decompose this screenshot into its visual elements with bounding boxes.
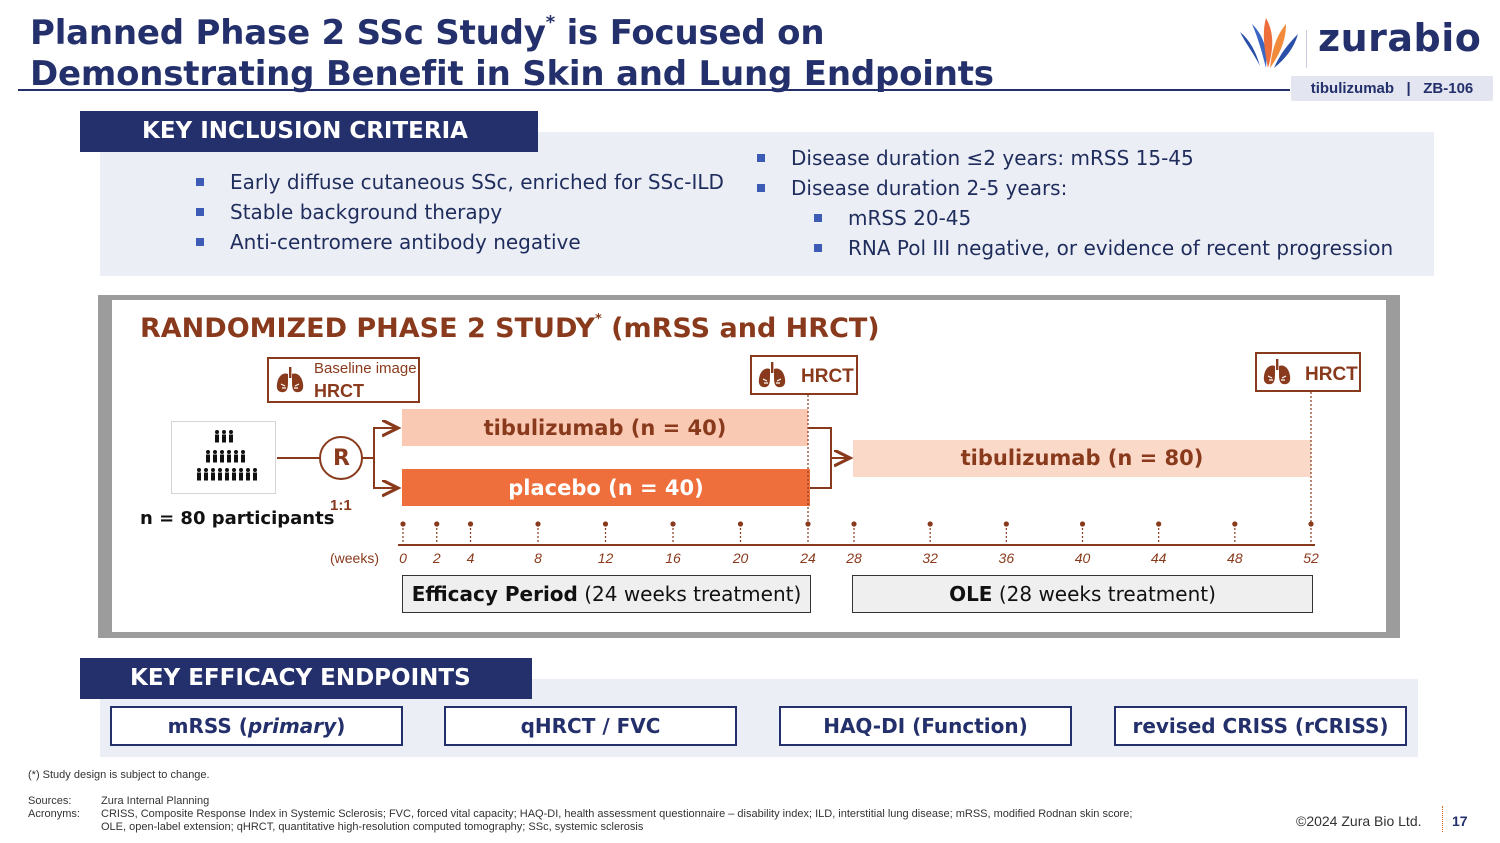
inclusion-item: Stable background therapy [195,200,503,224]
endpoint-rcriss: revised CRISS (rCRISS) [1114,706,1407,746]
weeks-axis-label: (weeks) [330,550,380,566]
week-tick-label: 24 [800,550,816,566]
acronyms-text-line1: CRISS, Composite Response Index in Syste… [101,808,1133,820]
baseline-hrct-label: HRCT [314,381,364,401]
people-group-icon [197,430,257,481]
week24-hrct-label: HRCT [801,366,854,387]
logo-wordmark: zurabio [1318,16,1482,60]
week-tick-dot [400,521,406,527]
week-tick-label: 32 [922,550,938,566]
inclusion-item: Early diffuse cutaneous SSc, enriched fo… [196,170,724,194]
inclusion-item: Disease duration 2-5 years: [756,176,1068,200]
ratio-label: 1:1 [330,497,352,514]
efficacy-period-box: Efficacy Period (24 weeks treatment) [402,575,811,613]
footnote: (*) Study design is subject to change. [28,769,210,781]
week-tick-label: 0 [399,550,407,566]
title-divider [18,89,1290,91]
endpoint-qhrct-fvc: qHRCT / FVC [444,706,737,746]
week-tick-dot [1156,521,1162,527]
endpoint-mrss: mRSS (primary) [110,706,403,746]
product-tag: tibulizumab | ZB-106 [1291,76,1493,101]
week-tick-dot [927,521,933,527]
week-tick-dot [851,521,857,527]
week52-hrct-label: HRCT [1305,364,1358,385]
week-tick-label: 4 [466,550,475,566]
page-number: 17 [1452,813,1468,829]
week-tick-dot [737,521,744,527]
page-title: Planned Phase 2 SSc Study* is Focused on… [30,12,994,94]
week-tick-label: 8 [534,550,542,566]
week-tick-label: 52 [1303,550,1319,566]
inclusion-panel [100,132,1434,276]
week-tick-dot [1232,521,1238,527]
week-tick-label: 20 [732,550,749,566]
study-title: RANDOMIZED PHASE 2 STUDY* (mRSS and HRCT… [140,312,880,344]
lungs-icon [758,362,786,388]
week-tick-dot [602,521,609,527]
sources-label: Sources: [28,795,72,807]
week-tick-label: 48 [1227,550,1243,566]
week-tick-dot [1308,521,1314,527]
inclusion-subitem: mRSS 20-45 [813,206,972,230]
lungs-icon [1263,359,1291,385]
week-tick-label: 2 [432,550,441,566]
endpoint-haq-di: HAQ-DI (Function) [779,706,1072,746]
participants-box [171,421,276,494]
week-tick-label: 40 [1074,550,1091,566]
week-tick-label: 28 [846,550,862,566]
zurabio-logo-icon [1240,18,1298,68]
week-tick-dot [535,521,541,527]
arm-tibulizumab: tibulizumab (n = 40) [483,416,727,440]
week-tick-dot [805,521,811,527]
logo-divider [1306,30,1307,68]
lungs-icon [276,367,304,393]
baseline-image-label: Baseline image [314,360,417,377]
page-number-divider [1442,806,1443,832]
week-tick-dot [467,521,474,527]
week-tick-dot [1003,521,1009,527]
week-tick-label: 44 [1150,550,1167,566]
week-tick-dot [670,521,676,527]
copyright: ©2024 Zura Bio Ltd. [1296,813,1422,829]
week-tick-label: 16 [665,550,681,566]
participants-count: n = 80 participants [140,508,335,529]
inclusion-header: KEY INCLUSION CRITERIA [80,111,538,152]
inclusion-subitem: RNA Pol III negative, or evidence of rec… [813,236,1394,260]
randomize-label: R [333,446,350,471]
week-tick-label: 12 [597,550,614,566]
week-tick-label: 36 [998,550,1015,566]
arm-placebo: placebo (n = 40) [508,476,704,500]
inclusion-item: Disease duration ≤2 years: mRSS 15-45 [757,146,1194,170]
inclusion-item: Anti-centromere antibody negative [196,230,581,254]
sources-text: Zura Internal Planning [101,795,210,807]
week-tick-dot [434,521,440,527]
acronyms-text-line2: OLE, open-label extension; qHRCT, quanti… [101,821,644,833]
ole-period-box: OLE (28 weeks treatment) [852,575,1313,613]
arm-ole-tibulizumab: tibulizumab (n = 80) [960,446,1204,470]
endpoints-header: KEY EFFICACY ENDPOINTS [80,658,532,699]
week-tick-dot [1079,521,1086,527]
acronyms-label: Acronyms: [28,808,80,820]
